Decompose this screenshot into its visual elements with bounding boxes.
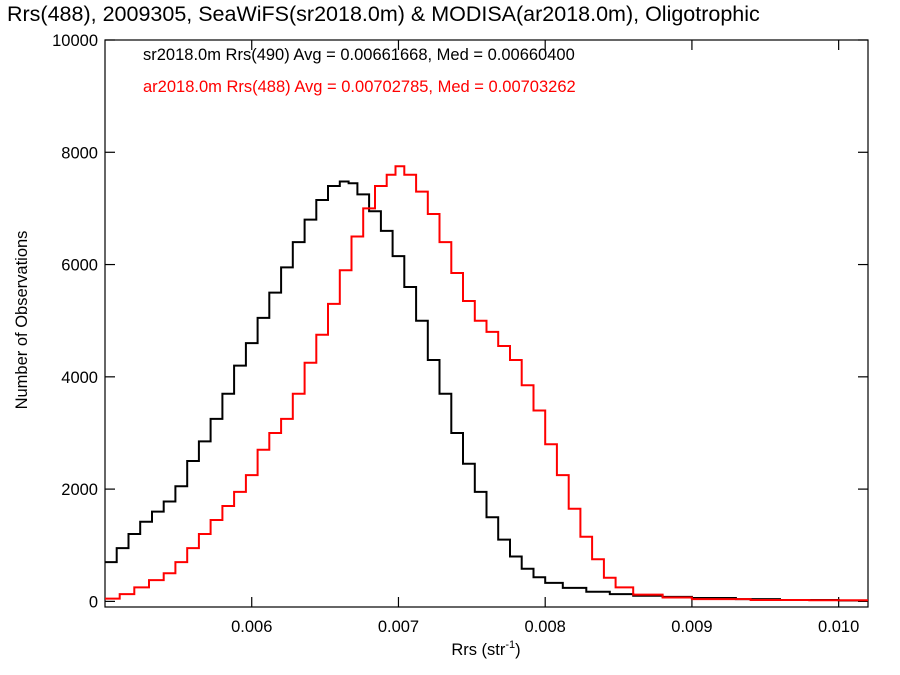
x-tick-label: 0.010 xyxy=(818,618,859,636)
legend-entry-series-2: ar2018.0m Rrs(488) Avg = 0.00702785, Med… xyxy=(143,78,576,96)
y-tick-label: 2000 xyxy=(61,481,98,499)
series-line-1 xyxy=(105,180,868,602)
y-tick-label: 8000 xyxy=(61,144,98,162)
chart-title: Rrs(488), 2009305, SeaWiFS(sr2018.0m) & … xyxy=(7,2,760,26)
x-axis-label-close: ) xyxy=(515,641,521,659)
y-tick-label: 0 xyxy=(89,593,98,611)
axes: 0.006 0.007 0.008 0.009 0.010 0 2000 4000 6000 80… xyxy=(52,32,868,636)
x-tick-label: 0.008 xyxy=(525,618,566,636)
series-line-2 xyxy=(105,165,868,602)
x-axis-label: Rrs (str-1) xyxy=(451,639,520,659)
x-tick-label: 0.006 xyxy=(231,618,272,636)
plot-frame xyxy=(104,39,869,608)
y-axis-label: Number of Observations xyxy=(13,231,31,410)
x-tick-label: 0.009 xyxy=(671,618,712,636)
legend-entry-series-1: sr2018.0m Rrs(490) Avg = 0.00661668, Med… xyxy=(143,46,575,64)
y-tick-label: 10000 xyxy=(52,32,98,50)
x-tick-label: 0.007 xyxy=(378,618,419,636)
series-layer xyxy=(105,165,868,602)
y-tick-label: 4000 xyxy=(61,369,98,387)
x-axis-label-superscript: -1 xyxy=(505,639,515,651)
y-tick-label: 6000 xyxy=(61,257,98,275)
x-axis-label-main: Rrs (str xyxy=(451,641,506,659)
